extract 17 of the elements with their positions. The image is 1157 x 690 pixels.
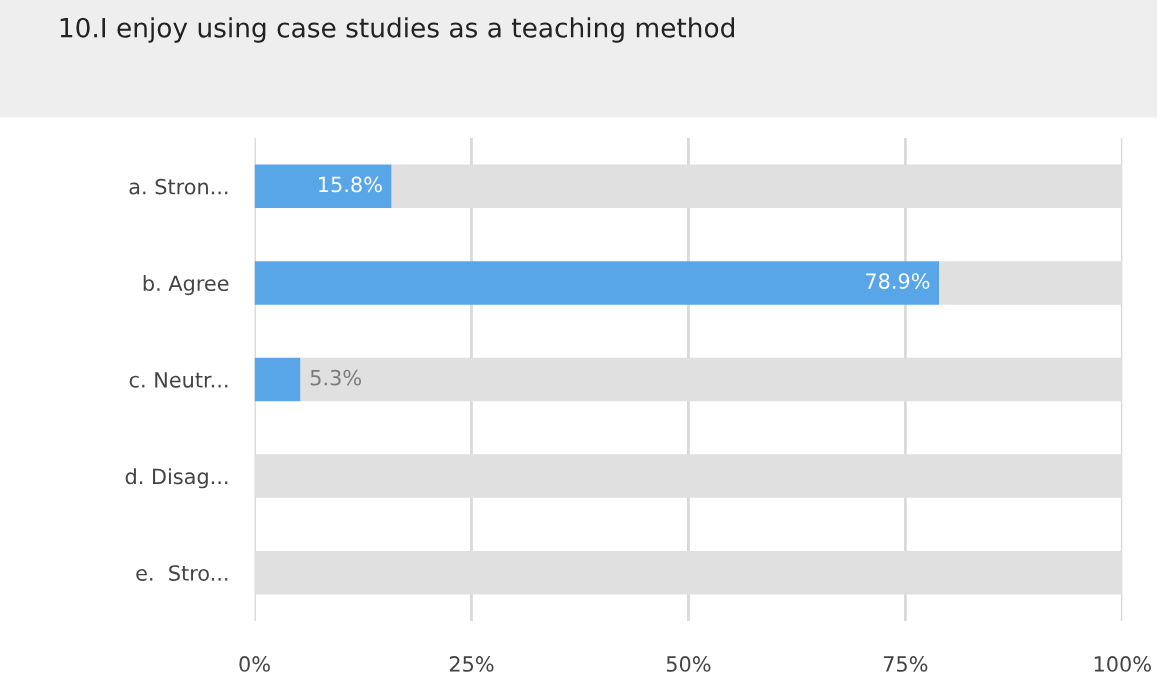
y-tick-label: c. Neutr... <box>129 372 228 388</box>
y-tick-label: a. Stron... <box>129 178 228 195</box>
data-label: 15.8% <box>319 176 382 193</box>
y-tick-label: d. Disag... <box>125 468 228 489</box>
x-tick-label: 75% <box>883 656 928 672</box>
data-label: 78.9% <box>866 273 930 289</box>
x-tick-label: 50% <box>666 656 711 672</box>
x-tick-label: 100% <box>1094 656 1151 672</box>
chart-title: 10.I enjoy using case studies as a teaching method <box>60 17 734 43</box>
bar <box>254 261 940 305</box>
y-tick-label: b. Agree <box>143 274 229 296</box>
data-label: 5.3% <box>310 369 361 386</box>
bar <box>254 164 392 209</box>
y-tick-label: e. Stro... <box>136 565 228 581</box>
x-tick-label: 0% <box>239 656 270 672</box>
x-tick-label: 25% <box>449 656 494 672</box>
bar <box>254 357 301 402</box>
